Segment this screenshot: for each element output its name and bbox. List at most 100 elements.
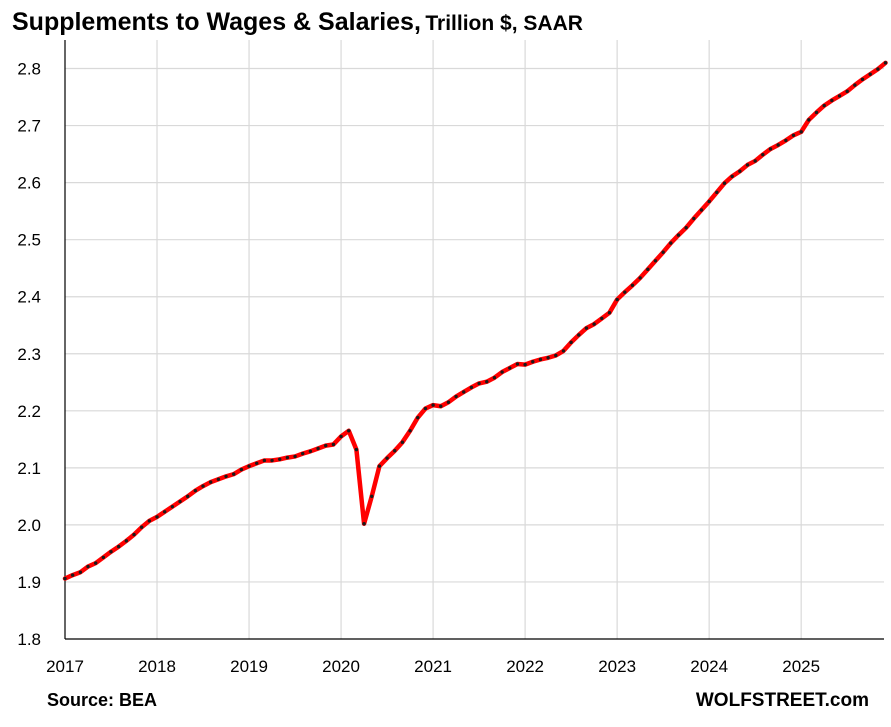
data-point (799, 130, 803, 134)
y-tick-label: 2.1 (17, 459, 41, 478)
data-point (262, 458, 267, 463)
data-point (209, 480, 213, 484)
data-point (439, 404, 443, 408)
data-point (584, 326, 589, 330)
data-point (531, 360, 535, 364)
data-point (692, 216, 696, 221)
source-label: Source: BEA (47, 690, 158, 710)
data-point (308, 449, 313, 454)
data-point (147, 519, 152, 523)
data-point (347, 429, 351, 433)
data-point (370, 494, 374, 499)
data-point (745, 163, 750, 167)
data-point (684, 225, 688, 230)
y-tick-label: 2.0 (17, 516, 41, 535)
data-point (446, 400, 451, 404)
y-tick-label: 2.8 (17, 60, 41, 79)
data-point (132, 532, 136, 537)
line-chart: 1.81.92.02.12.22.32.42.52.62.72.8 2017 20… (17, 40, 888, 676)
y-tick-label: 2.3 (17, 345, 41, 364)
data-point (232, 472, 236, 476)
data-point (408, 429, 412, 433)
data-point (753, 159, 757, 163)
data-point (477, 381, 481, 386)
gridlines (65, 40, 884, 639)
data-point (784, 138, 788, 143)
data-point (423, 406, 428, 411)
data-point (699, 208, 704, 212)
brand-label: WOLFSTREET.com (695, 690, 869, 711)
data-point (301, 451, 305, 456)
data-point (500, 370, 504, 374)
series-line-path (62, 60, 888, 581)
data-point (377, 464, 382, 468)
y-tick-labels: 1.8 1.9 2.0 2.1 2.2 2.3 2.4 2.5 2.6 2.7 2.8 (17, 60, 41, 649)
data-point (807, 118, 811, 122)
data-point (883, 61, 888, 65)
data-point (139, 525, 144, 529)
x-tick-label: 2019 (230, 657, 268, 676)
data-point (814, 110, 819, 115)
data-point (239, 467, 244, 472)
data-point (278, 457, 282, 461)
data-point (860, 77, 865, 82)
data-point (93, 561, 98, 565)
data-point (270, 458, 274, 463)
y-tick-label: 2.7 (17, 117, 41, 136)
data-point (462, 390, 466, 394)
data-point (876, 67, 880, 71)
data-point (170, 504, 175, 509)
data-point (776, 143, 780, 147)
y-tick-label: 2.2 (17, 402, 41, 421)
data-point (70, 573, 75, 577)
data-point (101, 555, 106, 560)
y-tick-label: 2.6 (17, 174, 41, 193)
data-point (837, 94, 842, 98)
data-point (845, 89, 849, 94)
data-point (653, 259, 658, 263)
y-tick-label: 2.4 (17, 288, 41, 307)
data-point (201, 484, 205, 488)
data-point (615, 297, 619, 302)
data-point (868, 72, 872, 76)
data-point (623, 290, 627, 294)
x-tick-label: 2021 (414, 657, 452, 676)
data-point (707, 199, 711, 204)
data-point (469, 385, 474, 390)
series-line (62, 60, 888, 581)
data-point (155, 515, 159, 519)
data-point (676, 233, 681, 237)
data-point (738, 169, 742, 173)
data-point (646, 267, 650, 272)
data-point (761, 152, 765, 157)
data-point (730, 174, 734, 179)
data-point (630, 283, 635, 287)
y-tick-label: 1.9 (17, 573, 41, 592)
data-point (546, 356, 550, 360)
x-tick-label: 2025 (782, 657, 820, 676)
chart-title: Supplements to Wages & Salaries, Trillio… (12, 8, 583, 37)
chart-title-units: Trillion $, SAAR (425, 12, 583, 35)
data-point (638, 276, 642, 280)
x-tick-label: 2020 (322, 657, 360, 676)
data-point (116, 544, 121, 549)
data-point (554, 353, 558, 358)
data-point (193, 488, 198, 493)
data-point (339, 434, 343, 439)
data-point (431, 403, 435, 407)
y-tick-label: 2.5 (17, 231, 41, 250)
axes (64, 40, 884, 640)
data-point (569, 340, 573, 345)
data-point (416, 415, 420, 420)
data-point (247, 464, 251, 468)
data-point (454, 394, 458, 399)
data-point (853, 83, 857, 87)
data-point (492, 376, 497, 380)
data-point (324, 443, 328, 448)
x-tick-label: 2022 (506, 657, 544, 676)
data-point (86, 564, 90, 569)
data-point (63, 576, 67, 581)
data-point (331, 442, 336, 447)
data-point (523, 362, 527, 367)
data-point (768, 147, 773, 151)
